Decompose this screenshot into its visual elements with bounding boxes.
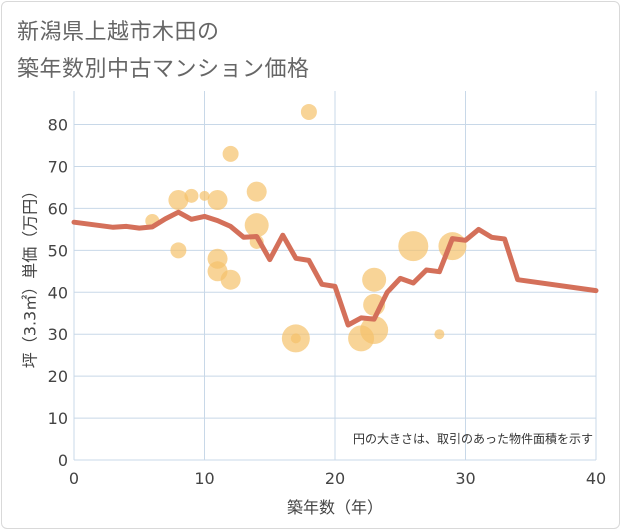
data-bubble: [246, 181, 267, 202]
data-bubble: [199, 190, 210, 201]
data-bubble: [244, 213, 269, 238]
chart-title-line-2: 築年数別中古マンション価格: [17, 57, 310, 82]
y-tick-label: 60: [48, 199, 68, 218]
data-bubble: [398, 231, 429, 262]
data-bubble: [362, 267, 387, 292]
data-bubble: [207, 190, 228, 211]
y-tick-label: 70: [48, 157, 68, 176]
average-price-line: [71, 209, 599, 328]
bubble-layer: [145, 103, 467, 353]
data-bubble: [170, 242, 187, 259]
y-tick-label: 50: [48, 241, 68, 260]
data-bubble: [168, 190, 189, 211]
data-bubble: [434, 329, 445, 340]
data-bubble: [220, 269, 241, 290]
y-tick-label: 0: [58, 451, 68, 470]
data-bubble: [222, 145, 239, 162]
tick-labels: 0 10 20 30 40 0 10 20 30 40 50 60 70 80: [48, 116, 607, 488]
x-axis-label: 築年数（年）: [287, 498, 383, 517]
x-tick-label: 0: [69, 469, 79, 488]
chart-title-line-1: 新潟県上越市木田の: [17, 20, 220, 45]
data-bubble: [290, 333, 301, 344]
bubble-size-note: 円の大きさは、取引のあった物件面積を示す: [353, 431, 593, 446]
y-tick-label: 80: [48, 116, 68, 135]
x-tick-label: 20: [325, 469, 345, 488]
x-tick-label: 40: [586, 469, 606, 488]
line-layer: [71, 209, 599, 328]
data-bubble: [300, 103, 317, 120]
y-tick-label: 40: [48, 283, 68, 302]
y-tick-label: 10: [48, 409, 68, 428]
data-bubble: [360, 316, 389, 345]
x-tick-label: 30: [455, 469, 475, 488]
y-tick-label: 20: [48, 367, 68, 386]
y-axis-label: 坪（3.3㎡）単価（万円）: [21, 183, 40, 368]
data-bubble: [184, 188, 199, 203]
x-tick-label: 10: [194, 469, 214, 488]
y-tick-label: 30: [48, 325, 68, 344]
